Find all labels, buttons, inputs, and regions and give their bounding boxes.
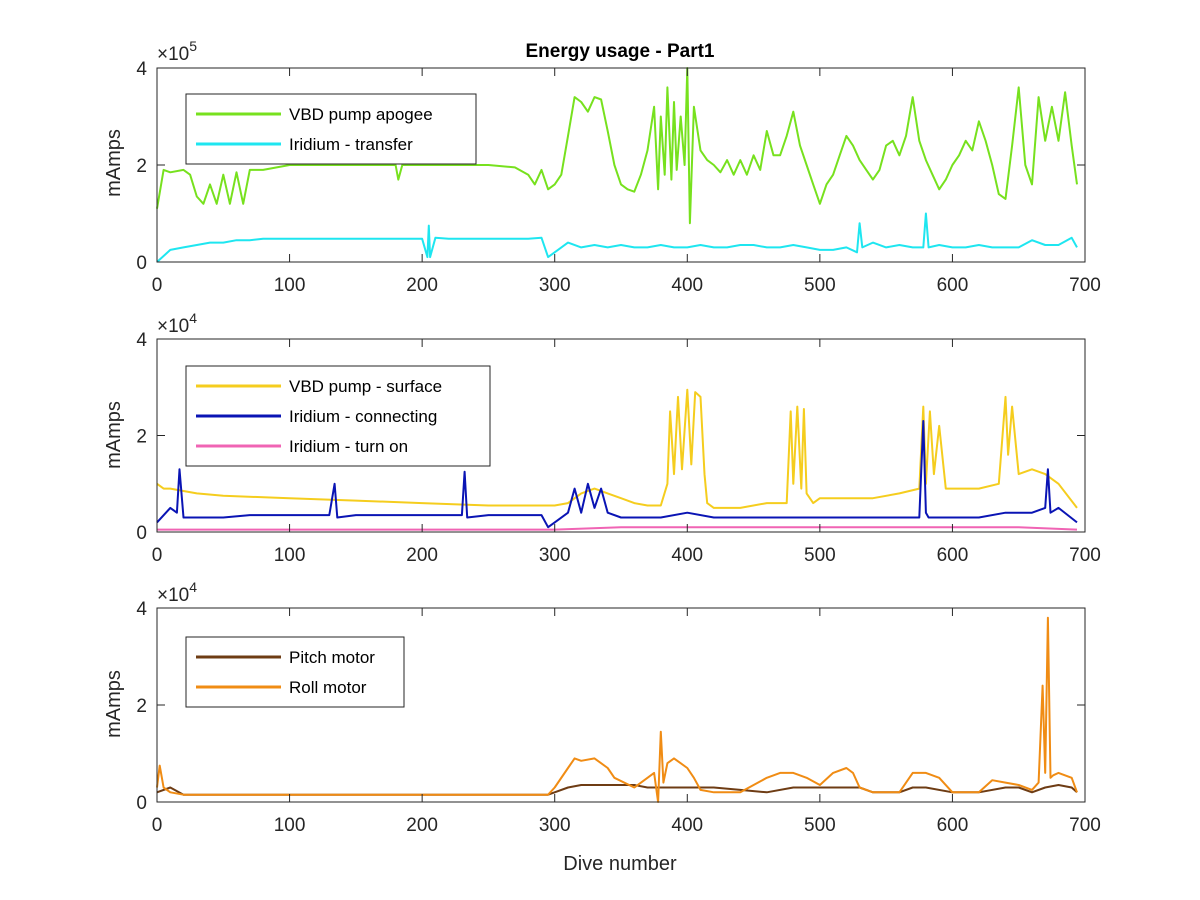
y-axis-label: mAmps [103, 670, 125, 738]
plot-area [156, 67, 1078, 263]
x-tick-label: 600 [937, 275, 969, 296]
x-tick-label: 700 [1069, 545, 1101, 566]
x-tick-label: 300 [539, 545, 571, 566]
x-tick-label: 0 [152, 275, 163, 296]
legend-entry: Iridium - transfer [289, 135, 413, 154]
x-tick-label: 400 [671, 275, 703, 296]
x-tick-label: 100 [274, 815, 306, 836]
x-tick-label: 700 [1069, 815, 1101, 836]
x-tick-label: 400 [671, 545, 703, 566]
y-tick-label: 2 [136, 156, 147, 177]
y-tick-label: 0 [136, 793, 147, 814]
series-line-iridium-turn-on [157, 526, 1078, 531]
y-tick-label: 2 [136, 696, 147, 717]
legend-entry: Iridium - connecting [289, 407, 437, 426]
legend: VBD pump - surface Iridium - connecting Ir… [185, 365, 491, 467]
x-tick-label: 600 [937, 545, 969, 566]
legend-box [185, 636, 405, 708]
x-tick-label: 300 [539, 275, 571, 296]
y-tick-label: 4 [136, 59, 147, 80]
y-tick-label: 0 [136, 523, 147, 544]
legend: VBD pump apogee Iridium - transfer [185, 93, 477, 165]
series-line-vbd-pump-apogee [156, 67, 1078, 225]
chart-title: Energy usage - Part1 [525, 41, 714, 62]
y-tick-label: 2 [136, 427, 147, 448]
legend-entry: Iridium - turn on [289, 437, 408, 456]
x-axis-label: Dive number [563, 853, 677, 875]
series-line-vbd-pump-surface [156, 388, 1078, 509]
x-tick-label: 300 [539, 815, 571, 836]
y-tick-label: 4 [136, 599, 147, 620]
x-tick-label: 600 [937, 815, 969, 836]
x-tick-label: 100 [274, 545, 306, 566]
x-tick-label: 500 [804, 545, 836, 566]
x-tick-label: 500 [804, 275, 836, 296]
legend-entry: VBD pump apogee [289, 105, 433, 124]
plot-area [156, 388, 1078, 531]
y-exponent-label: ×104 [157, 310, 197, 337]
series-line-iridium-connecting [156, 420, 1078, 529]
x-tick-label: 0 [152, 815, 163, 836]
subplot-bottom: mAmps ×104 Dive number 0 100 200 300 400 500 6… [103, 579, 1101, 875]
series-line-iridium-transfer [156, 212, 1078, 263]
legend-entry: Pitch motor [289, 648, 375, 667]
y-tick-label: 0 [136, 253, 147, 274]
series-line-roll-motor [156, 616, 1078, 803]
subplot-middle: mAmps ×104 0 100 200 300 400 500 600 700 0 2 4 VBD … [103, 310, 1101, 566]
y-tick-label: 4 [136, 330, 147, 351]
y-axis-label: mAmps [103, 129, 125, 197]
x-tick-label: 400 [671, 815, 703, 836]
y-axis-label: mAmps [103, 401, 125, 469]
y-exponent-label: ×105 [157, 38, 197, 65]
x-tick-label: 700 [1069, 275, 1101, 296]
y-exponent-label: ×104 [157, 579, 197, 606]
x-tick-label: 0 [152, 545, 163, 566]
legend: Pitch motor Roll motor [185, 636, 405, 708]
legend-entry: VBD pump - surface [289, 377, 442, 396]
x-tick-label: 500 [804, 815, 836, 836]
legend-entry: Roll motor [289, 678, 367, 697]
x-tick-label: 200 [406, 275, 438, 296]
x-tick-label: 200 [406, 815, 438, 836]
legend-box [185, 93, 477, 165]
x-tick-label: 200 [406, 545, 438, 566]
x-tick-label: 100 [274, 275, 306, 296]
subplot-top: Energy usage - Part1 mAmps ×105 0 100 200 3… [103, 38, 1101, 296]
